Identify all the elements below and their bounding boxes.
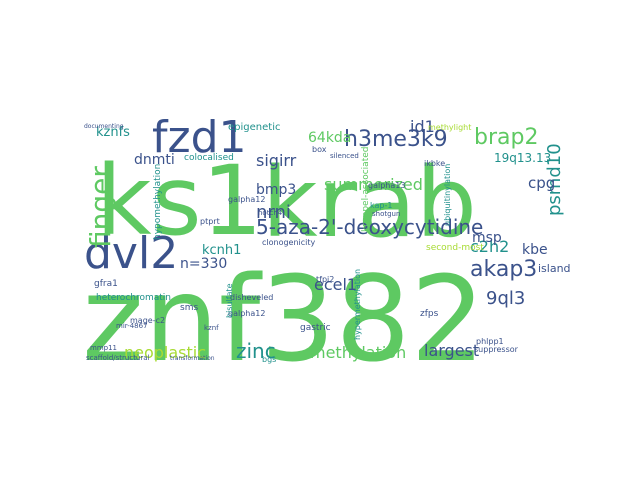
cloud-word: kznf [204, 324, 219, 332]
cloud-word: nrni [256, 202, 291, 223]
cloud-word: silenced [330, 152, 359, 160]
cloud-word: shotgun [372, 210, 400, 218]
cloud-word: h3me3k9 [344, 127, 448, 152]
cloud-word: gastric [300, 323, 331, 333]
cloud-word: methylation [310, 343, 406, 362]
cloud-word: mage-c2 [130, 316, 165, 325]
cloud-word: ecel1 [314, 275, 357, 294]
cloud-word: galpha12 [228, 309, 265, 318]
cloud-word: msp [472, 230, 502, 246]
cloud-word: hypermethylation [353, 269, 362, 340]
cloud-word: zfps [420, 309, 439, 319]
cloud-word: zinc [236, 339, 276, 363]
cloud-background [80, 105, 560, 375]
cloud-word: methylight [428, 123, 471, 132]
cloud-word: sms [180, 303, 198, 313]
cloud-word: dnmti [134, 152, 175, 168]
cloud-word: bgs [262, 355, 276, 364]
cloud-word: kbe [522, 242, 548, 258]
cloud-word: epigenetic [228, 122, 280, 133]
cloud-word: 5-aza-2'-deoxycytidine [256, 215, 483, 239]
cloud-word: brap2 [474, 125, 538, 150]
cloud-word: fzd1 [152, 112, 247, 163]
cloud-word: kruppel-associated [361, 147, 371, 232]
cloud-word: scaffold/structural [86, 354, 150, 362]
cloud-word: kcnh1 [202, 243, 241, 258]
cloud-word: tfpi2 [316, 275, 334, 284]
cloud-word: colocalised [184, 153, 234, 163]
cloud-word: transformation [170, 355, 215, 362]
cloud-word: box [312, 145, 327, 154]
cloud-word: galpha13 [368, 181, 405, 190]
cloud-word: kap-1 [370, 201, 392, 210]
cloud-word: psmd10 [544, 143, 565, 216]
cloud-word: phlpp1 [476, 337, 504, 346]
cloud-word: bisulfate [225, 283, 234, 318]
cloud-word: heterochromatin [96, 293, 171, 303]
cloud-word: second-most [426, 243, 484, 253]
cloud-word: disheveled [230, 293, 273, 302]
cloud-word: cpg [528, 174, 555, 192]
cloud-word: c2h2 [470, 237, 509, 256]
cloud-word: clonogenicity [262, 238, 316, 247]
cloud-word: documenting [84, 123, 124, 130]
cloud-word: gfra1 [94, 279, 118, 289]
cloud-word: summerized [324, 175, 423, 194]
cloud-word: neoplastic [124, 343, 206, 362]
cloud-word: ubiquitinylation [443, 164, 452, 226]
cloud-word: id1 [410, 117, 435, 136]
cloud-word: 64kda [308, 130, 351, 146]
cloud-word: island [538, 262, 571, 275]
cloud-word: dvl2 [84, 228, 178, 279]
cloud-word: akap3 [470, 257, 537, 282]
cloud-word: krab [262, 147, 477, 259]
cloud-word: ikbke [424, 159, 445, 168]
cloud-word: ptprt [200, 217, 220, 226]
cloud-word: mmp11 [90, 344, 117, 352]
cloud-word: sigirr [256, 151, 297, 170]
cloud-word: ks1 [96, 145, 263, 257]
cloud-word: 19q13.13 [494, 151, 551, 165]
cloud-word: largest [424, 341, 479, 360]
cloud-word: suppressor [474, 345, 519, 354]
cloud-word: finger [84, 166, 117, 248]
cloud-word: n=330 [180, 256, 227, 272]
cloud-word: hypomethylation [153, 164, 163, 240]
cloud-word: kznfs [96, 125, 130, 140]
cloud-word: 9ql3 [486, 288, 525, 309]
cloud-word: notch4 [258, 209, 283, 217]
cloud-word: mir-4867 [116, 322, 148, 330]
cloud-word: galpha12 [228, 195, 265, 204]
cloud-word: znf382 [82, 250, 486, 388]
cloud-word: bmp3 [256, 182, 296, 198]
